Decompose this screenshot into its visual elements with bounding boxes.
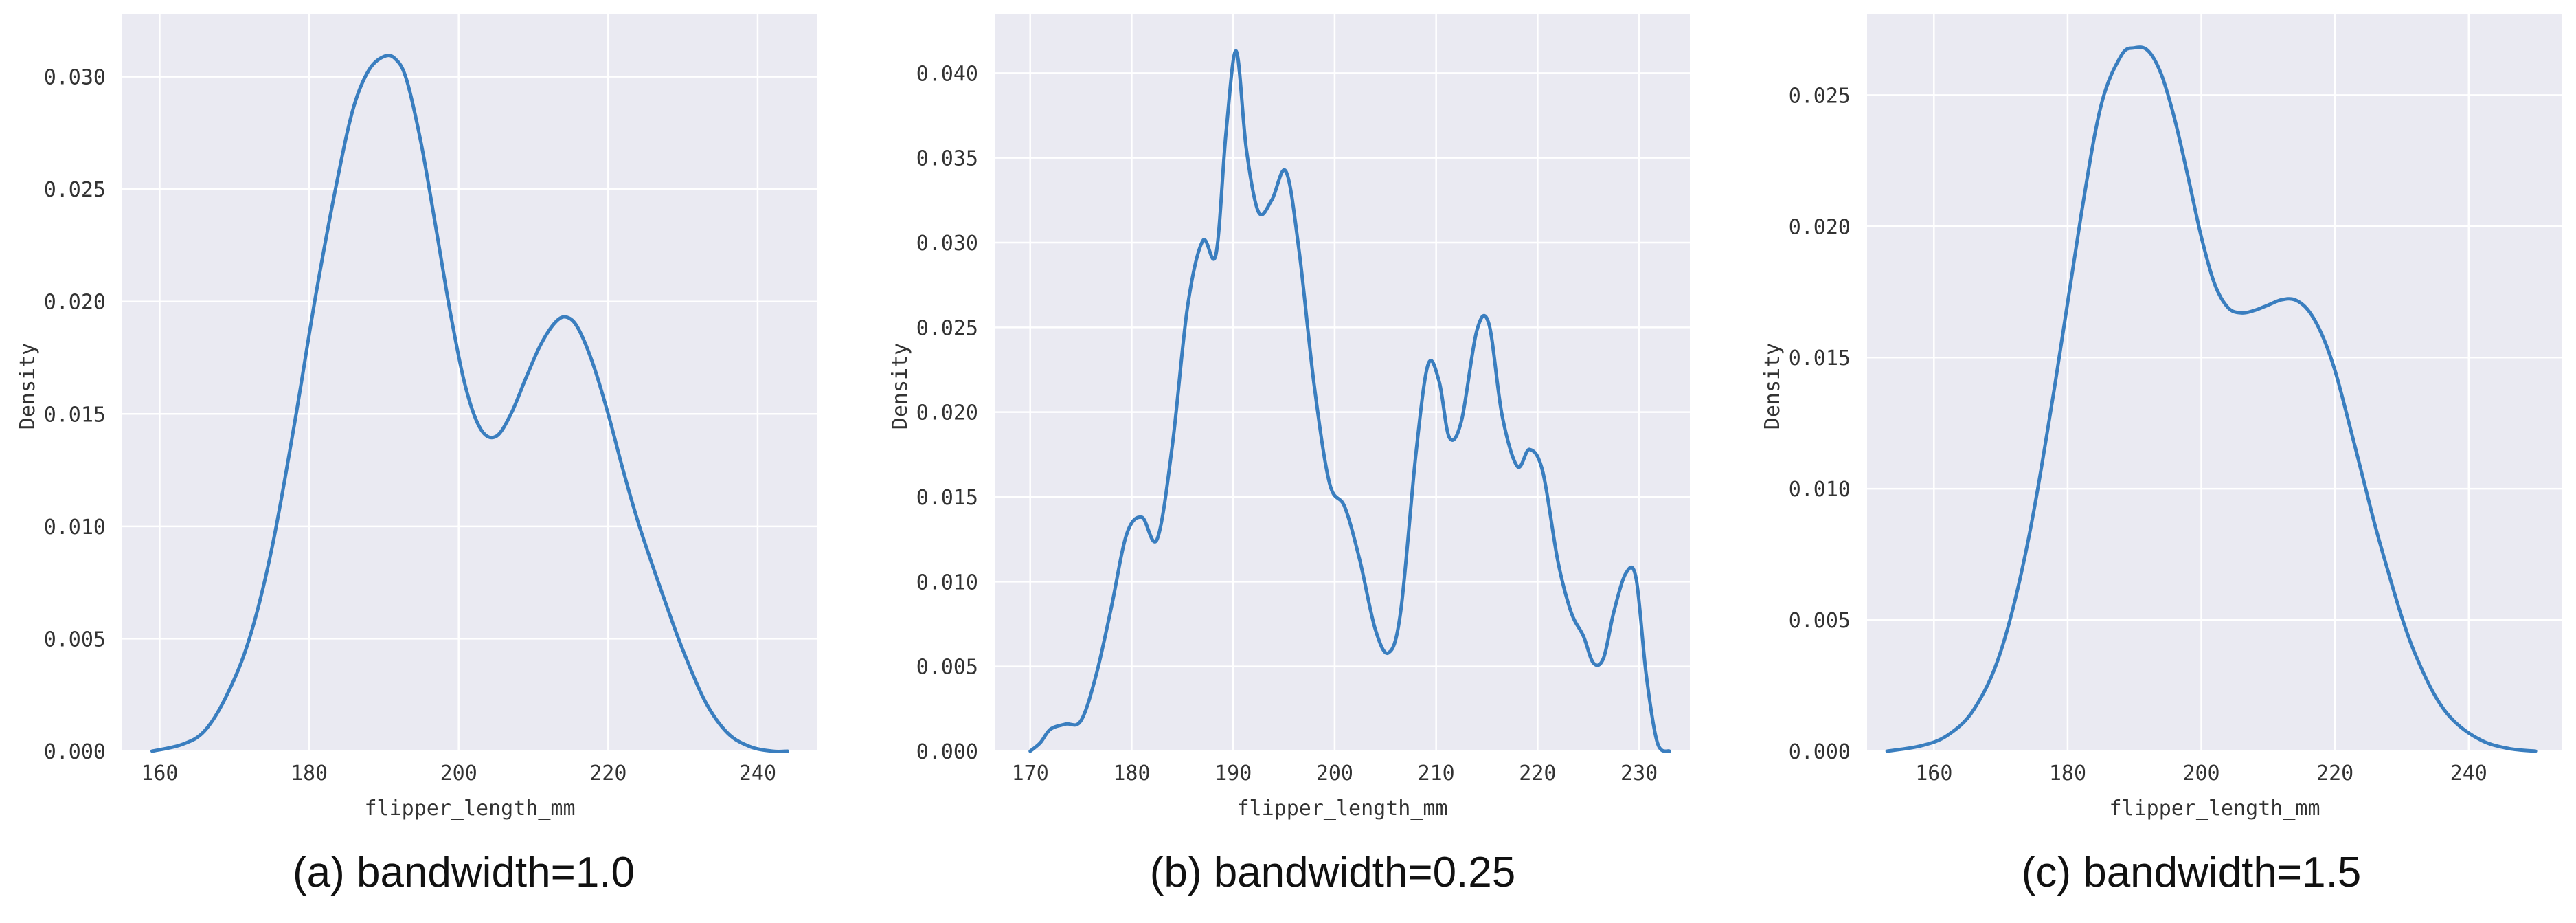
chart-panel-b: 170 180 190 200 210 220 230 0.0000.0050.0100.0…	[888, 14, 1690, 896]
y-tick-label: 0.020	[44, 291, 106, 315]
y-tick-label: 0.005	[44, 627, 106, 652]
y-tick-labels: 0.000 0.005 0.010 0.015 0.020 0.025 0.030	[44, 66, 106, 764]
x-tick-labels: 170 180 190 200 210 220 230	[1012, 761, 1658, 786]
x-tick-labels: 160 180 200 220 240	[1915, 761, 2487, 786]
y-tick-label: 0.030	[916, 232, 978, 256]
plot-area	[995, 14, 1690, 751]
x-tick-label: 240	[739, 761, 776, 786]
x-tick-label: 220	[2316, 761, 2353, 786]
plot-area	[1867, 14, 2562, 751]
y-axis-label: Density	[888, 343, 912, 430]
y-tick-label: 0.035	[916, 147, 978, 171]
panel-caption: (b) bandwidth=0.25	[1150, 849, 1516, 896]
y-tick-labels: 0.000 0.005 0.010 0.015 0.020 0.025	[1789, 84, 1851, 764]
y-tick-label: 0.015	[916, 486, 978, 510]
x-tick-label: 160	[141, 761, 178, 786]
x-tick-label: 190	[1214, 761, 1252, 786]
y-axis-label: Density	[1761, 343, 1785, 430]
y-tick-label: 0.005	[916, 656, 978, 680]
x-tick-labels: 160 180 200 220 240	[141, 761, 776, 786]
x-tick-label: 200	[2182, 761, 2219, 786]
y-tick-label: 0.005	[1789, 609, 1851, 633]
chart-panel-c: 160 180 200 220 240 0.000 0.005 0.010 0.015 0.02…	[1761, 14, 2562, 896]
x-gridlines	[1933, 14, 2470, 751]
panel-caption: (a) bandwidth=1.0	[293, 849, 635, 896]
y-tick-label: 0.000	[44, 740, 106, 764]
y-tick-label: 0.025	[1789, 84, 1851, 108]
y-tick-labels: 0.000 0.005 0.010 0.015 0.020 0.025 0.030 0.035…	[916, 62, 978, 764]
x-tick-label: 180	[2049, 761, 2086, 786]
x-tick-label: 230	[1620, 761, 1658, 786]
y-tick-label: 0.010	[44, 515, 106, 540]
x-tick-label: 220	[1519, 761, 1556, 786]
y-tick-label: 0.015	[1789, 346, 1851, 370]
y-tick-label: 0.020	[916, 401, 978, 425]
y-tick-label: 0.025	[916, 316, 978, 340]
y-gridlines	[122, 76, 817, 753]
y-tick-label: 0.015	[44, 403, 106, 427]
x-axis-label: flipper_length_mm	[2109, 797, 2320, 821]
y-tick-label: 0.020	[1789, 215, 1851, 239]
x-gridlines	[1029, 14, 1640, 751]
plot-area	[122, 14, 817, 751]
kde-line	[1885, 45, 2538, 753]
y-tick-label: 0.000	[1789, 740, 1851, 764]
y-gridlines	[995, 72, 1690, 753]
y-tick-label: 0.040	[916, 62, 978, 86]
y-tick-label: 0.010	[916, 570, 978, 594]
y-tick-label: 0.030	[44, 66, 106, 90]
panel-caption: (c) bandwidth=1.5	[2022, 849, 2362, 896]
x-tick-label: 200	[1316, 761, 1353, 786]
y-gridlines	[1867, 94, 2562, 753]
y-tick-label: 0.000	[916, 740, 978, 764]
x-tick-label: 200	[440, 761, 477, 786]
x-tick-label: 160	[1915, 761, 1952, 786]
y-axis-label: Density	[16, 343, 40, 430]
x-tick-label: 170	[1012, 761, 1049, 786]
chart-panel-a: 160 180 200 220 240 0.000 0.005 0.010 0.015 0.02…	[16, 14, 817, 896]
y-tick-label: 0.025	[44, 178, 106, 202]
x-tick-label: 210	[1418, 761, 1455, 786]
x-tick-label: 180	[291, 761, 328, 786]
x-gridlines	[159, 14, 759, 751]
x-tick-label: 240	[2450, 761, 2487, 786]
kde-line	[150, 54, 789, 753]
kde-line	[1028, 49, 1671, 753]
x-tick-label: 220	[589, 761, 626, 786]
x-axis-label: flipper_length_mm	[1236, 797, 1447, 821]
x-axis-label: flipper_length_mm	[364, 797, 575, 821]
y-tick-label: 0.010	[1789, 478, 1851, 502]
x-tick-label: 180	[1113, 761, 1150, 786]
